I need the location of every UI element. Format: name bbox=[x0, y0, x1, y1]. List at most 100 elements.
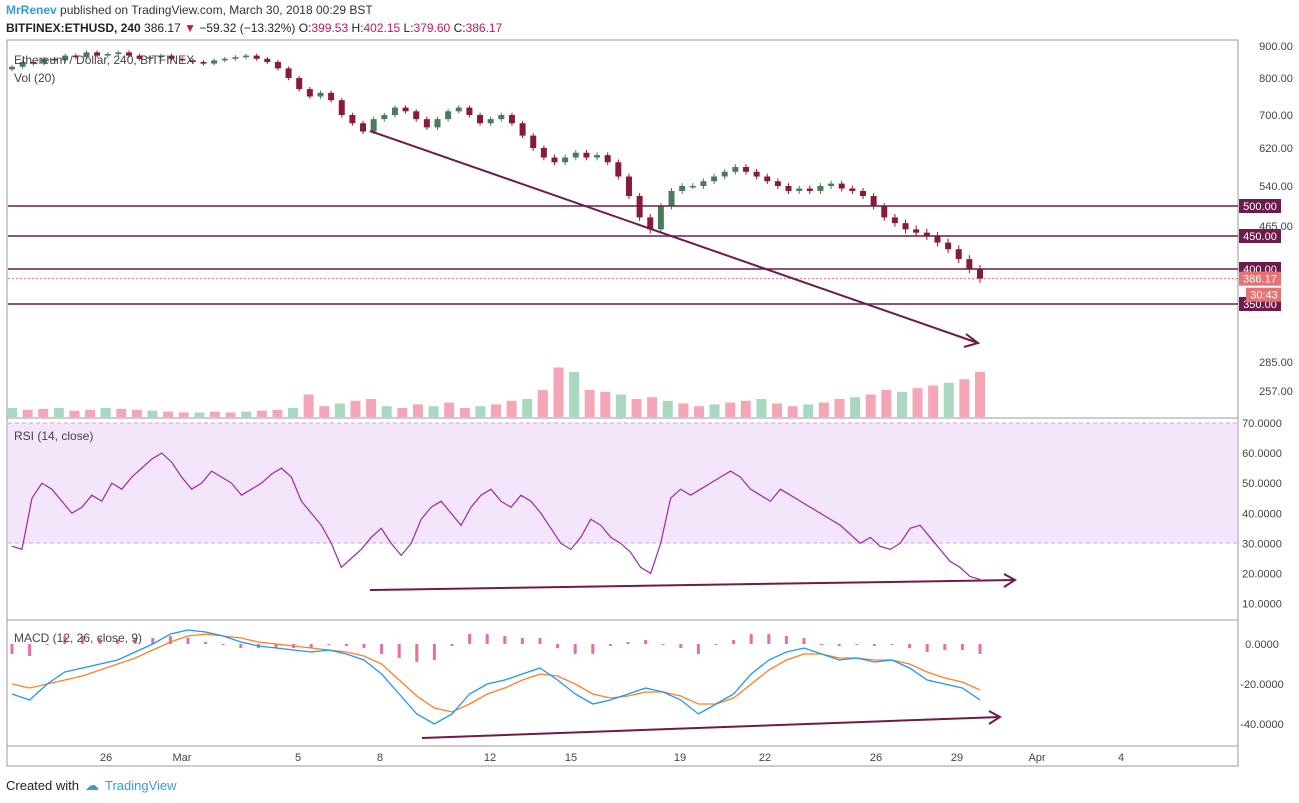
author-link[interactable]: MrRenev bbox=[6, 3, 57, 17]
volume-bar bbox=[444, 402, 455, 417]
price-tick-label: 465.00 bbox=[1259, 221, 1293, 233]
volume-bar bbox=[147, 410, 158, 417]
candle-body bbox=[945, 242, 952, 250]
candle-body bbox=[721, 171, 728, 177]
candle-body bbox=[232, 57, 239, 59]
candle-body bbox=[402, 107, 409, 112]
footer: Created with ☁ TradingView bbox=[6, 777, 177, 794]
macd-histogram-bar bbox=[626, 642, 630, 644]
volume-bar bbox=[319, 406, 330, 417]
candle-body bbox=[689, 186, 696, 188]
volume-bar bbox=[131, 409, 142, 417]
volume-bars bbox=[7, 367, 985, 417]
volume-bar bbox=[334, 403, 345, 417]
candle-body bbox=[785, 186, 792, 191]
candle-body bbox=[179, 58, 186, 61]
time-tick-label: 19 bbox=[674, 752, 686, 764]
price-trend-arrow bbox=[369, 130, 979, 344]
macd-tick-label: -40.0000 bbox=[1240, 719, 1283, 731]
candle-body bbox=[700, 181, 707, 186]
volume-bar bbox=[740, 400, 751, 417]
symbol-label: BITFINEX:ETHUSD, 240 bbox=[6, 21, 141, 35]
rsi-tick-label: 10.0000 bbox=[1242, 599, 1282, 611]
signal-line bbox=[11, 633, 981, 713]
macd-arrow-head bbox=[988, 710, 1002, 725]
volume-bar bbox=[38, 408, 49, 417]
time-tick-label: Mar bbox=[173, 752, 192, 764]
rsi-line bbox=[11, 452, 981, 581]
candle-body bbox=[562, 157, 569, 163]
macd-histogram-bar bbox=[274, 644, 278, 648]
macd-histogram-bar bbox=[644, 640, 648, 644]
candle-body bbox=[487, 119, 494, 124]
level-tag bbox=[1239, 229, 1281, 243]
macd-histogram-bar bbox=[855, 644, 859, 645]
macd-histogram-bar bbox=[503, 636, 507, 644]
candle-body bbox=[83, 52, 90, 58]
volume-bar bbox=[943, 382, 954, 417]
volume-bar bbox=[116, 408, 127, 417]
volume-bar bbox=[631, 399, 642, 417]
open-value: 399.53 bbox=[311, 21, 349, 35]
candle-body bbox=[72, 55, 79, 58]
created-with-label: Created with bbox=[6, 778, 79, 793]
volume-bar bbox=[350, 400, 361, 417]
candle-body bbox=[285, 68, 292, 78]
candle-body bbox=[221, 58, 228, 61]
time-tick-label: 29 bbox=[951, 752, 963, 764]
volume-bar bbox=[412, 404, 423, 417]
candle-body bbox=[115, 52, 122, 54]
candle-body bbox=[668, 191, 675, 206]
volume-bar bbox=[381, 406, 392, 417]
candle-body bbox=[594, 155, 601, 158]
candle-body bbox=[870, 196, 877, 206]
candle-body bbox=[498, 115, 505, 120]
volume-bar bbox=[209, 411, 220, 417]
macd-histogram-bar bbox=[679, 644, 683, 648]
volume-bar bbox=[163, 411, 174, 417]
candle-body bbox=[455, 107, 462, 112]
close-value: 386.17 bbox=[465, 21, 503, 35]
time-axis: 26 Mar 5 8 12 15 19 22 26 29 Apr 4 bbox=[100, 752, 1124, 764]
macd-histogram-bar bbox=[221, 644, 225, 645]
candle-body bbox=[168, 55, 175, 59]
macd-histogram-bar bbox=[749, 634, 753, 644]
candle-body bbox=[977, 269, 983, 279]
macd-histogram-bar bbox=[450, 644, 454, 646]
price-panel-frame bbox=[6, 39, 1239, 419]
candle-body bbox=[264, 58, 271, 62]
volume-bar bbox=[896, 391, 907, 417]
rsi-trend-arrow bbox=[369, 579, 1016, 591]
volume-bar bbox=[491, 404, 501, 417]
volume-bar bbox=[272, 409, 283, 417]
volume-bar bbox=[584, 390, 595, 417]
price-tick-label: 800.00 bbox=[1259, 73, 1293, 85]
volume-bar bbox=[569, 372, 580, 417]
macd-histogram-bar bbox=[432, 644, 436, 660]
candle-body bbox=[136, 55, 143, 59]
candle-body bbox=[764, 176, 771, 182]
macd-histogram-bar bbox=[608, 644, 612, 646]
volume-bar bbox=[975, 372, 985, 417]
candle-body bbox=[445, 111, 452, 120]
macd-tick-label: 0.0000 bbox=[1245, 639, 1279, 651]
price-tick-label: 900.00 bbox=[1259, 41, 1293, 53]
volume-bar bbox=[506, 400, 517, 417]
macd-histogram-bar bbox=[362, 644, 366, 648]
macd-histogram-bar bbox=[28, 644, 32, 656]
volume-bar bbox=[303, 394, 314, 417]
macd-histogram-bar bbox=[573, 644, 577, 654]
candle-body bbox=[189, 60, 196, 62]
volume-bar bbox=[818, 402, 829, 417]
macd-histogram-bar bbox=[538, 638, 542, 644]
tradingview-link[interactable]: TradingView bbox=[104, 778, 177, 793]
candle-body bbox=[9, 66, 15, 70]
macd-histogram-bar bbox=[802, 638, 806, 644]
volume-bar bbox=[428, 406, 439, 417]
candle-body bbox=[317, 92, 324, 97]
level-tag bbox=[1239, 199, 1281, 213]
rsi-tick-label: 50.0000 bbox=[1242, 478, 1282, 490]
candle-body bbox=[157, 55, 164, 58]
